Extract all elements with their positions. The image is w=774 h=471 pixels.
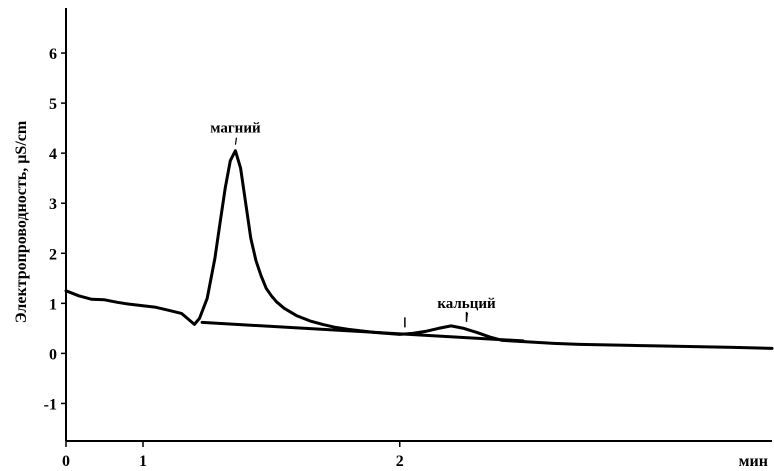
y-axis-title: Электропроводность, µS/cm: [13, 120, 30, 323]
y-tick-label-7: 6: [49, 46, 57, 63]
series-line-signal: [64, 149, 774, 350]
x-tick-label-1: 1: [139, 453, 147, 470]
y-tick-label-2: 1: [49, 296, 57, 313]
x-axis-title: мин: [739, 453, 768, 470]
x-tick-label-2: 2: [396, 453, 404, 470]
y-tick-label-1: 0: [49, 346, 57, 363]
annotation-leader-1: [465, 312, 469, 320]
series-line-baseline: [200, 320, 525, 343]
y-tick-label-3: 2: [49, 246, 57, 263]
y-tick-label-6: 5: [49, 96, 57, 113]
ticks-group: -1 0 1 2 3 4 5 6 0 1 2: [44, 46, 404, 470]
annotation-leader-0: [234, 137, 238, 145]
annotations-group: магний кальций: [210, 121, 496, 328]
y-tick-label-5: 4: [49, 146, 57, 163]
y-tick-label-4: 3: [49, 196, 57, 213]
x-tick-label-0: 0: [62, 453, 70, 470]
series-group: [64, 149, 774, 350]
annotation-0: магний: [210, 121, 261, 137]
annotation-1: кальций: [437, 296, 496, 312]
y-tick-label-0: -1: [44, 396, 57, 413]
axes-group: [65, 8, 772, 442]
